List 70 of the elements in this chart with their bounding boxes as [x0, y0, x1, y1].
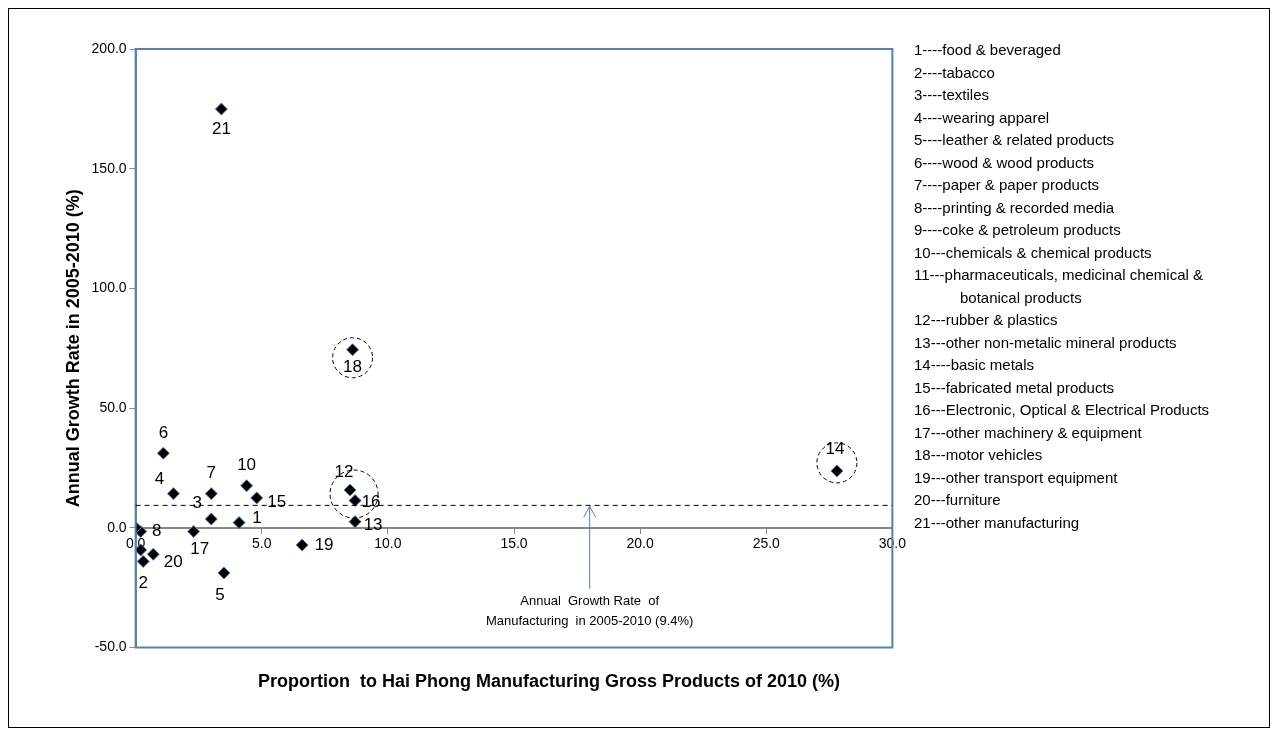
y-tick-label: 0.0	[107, 518, 127, 535]
annotation: 19	[314, 534, 334, 554]
annotation: 8	[151, 521, 162, 541]
y-tick-label: -50.0	[94, 638, 127, 655]
point	[346, 343, 360, 357]
annotation: 20	[163, 551, 183, 571]
y-tick-label: 100.0	[91, 279, 127, 296]
annotation: 2	[138, 573, 148, 593]
annotation: 1	[252, 508, 262, 528]
text: 2----tabacco	[914, 62, 996, 83]
text: 18---motor vehicles	[914, 445, 1044, 465]
annotation: 16	[361, 492, 381, 512]
text: 14----basic metals	[914, 355, 1036, 375]
text: 12---rubber & plastics	[914, 310, 1059, 330]
ref-line-label: Annual Growth Rate of Manufacturing in 2005-2010 (9.4%)	[485, 592, 694, 628]
annotation: 14	[825, 438, 845, 458]
point	[295, 538, 309, 552]
text: 13---other non-metalic mineral products	[914, 332, 1178, 353]
x-tick-label: 10.0	[374, 535, 402, 552]
point	[146, 547, 160, 561]
text: 11---pharmaceuticals, medicinal chemical & botanical products	[914, 265, 1204, 308]
y-tick-label: 200.0	[91, 39, 127, 56]
x-tick-label: 15.0	[500, 535, 528, 552]
point	[240, 479, 254, 493]
point	[217, 566, 231, 580]
point	[830, 464, 844, 478]
point	[156, 446, 170, 460]
text: 19---other transport equipment	[914, 467, 1119, 488]
point	[166, 487, 180, 501]
text: 15---fabricated metal products	[914, 377, 1116, 398]
text: 16---Electronic, Optical & Electrical Products	[914, 400, 1211, 420]
text: 1----food & beveraged	[914, 40, 1062, 60]
point	[232, 516, 246, 530]
text: 5----leather & related products	[914, 130, 1116, 150]
y-tick-label: 150.0	[91, 159, 127, 176]
text: 17---other machinery & equipment	[914, 422, 1143, 443]
point	[136, 554, 150, 568]
annotation: 21	[211, 118, 231, 138]
annotation: 13	[363, 515, 383, 535]
annotation: 5	[215, 584, 225, 604]
point	[204, 512, 218, 526]
x-axis-title: Proportion to Hai Phong Manufacturing Gross Products of 2010 (%)	[256, 671, 841, 692]
annotation: 17	[190, 539, 210, 559]
annotation: 10	[237, 455, 257, 475]
annotation: 18	[343, 357, 363, 377]
point	[214, 102, 228, 116]
x-tick-label: 5.0	[252, 535, 272, 552]
text: 8----printing & recorded media	[914, 197, 1116, 218]
point	[348, 515, 362, 529]
point	[204, 487, 218, 501]
text: 21---other manufacturing	[914, 512, 1081, 533]
annotation: 6	[158, 422, 169, 442]
y-tick-label: 50.0	[99, 399, 127, 416]
text: 6----wood & wood products	[914, 152, 1096, 173]
point	[187, 524, 201, 538]
annotation: 12	[334, 461, 354, 481]
x-tick-label: 25.0	[752, 535, 781, 552]
annotation: 3	[192, 492, 203, 512]
text: 10---chemicals & chemical products	[914, 242, 1153, 263]
x-tick-label: 20.0	[626, 535, 654, 552]
annotation: 7	[206, 463, 217, 483]
annotation: 4	[154, 469, 165, 489]
point	[250, 491, 264, 505]
text: 9----coke & petroleum products	[914, 220, 1122, 240]
text: 4----wearing apparel	[914, 107, 1051, 128]
text: 20---furniture	[914, 490, 1002, 510]
annotation: 15	[267, 491, 287, 511]
text: 3----textiles	[914, 85, 990, 105]
y-axis-title: Annual Growth Rate in 2005-2010 (%)	[62, 189, 83, 508]
text: 7----paper & paper products	[914, 175, 1101, 195]
